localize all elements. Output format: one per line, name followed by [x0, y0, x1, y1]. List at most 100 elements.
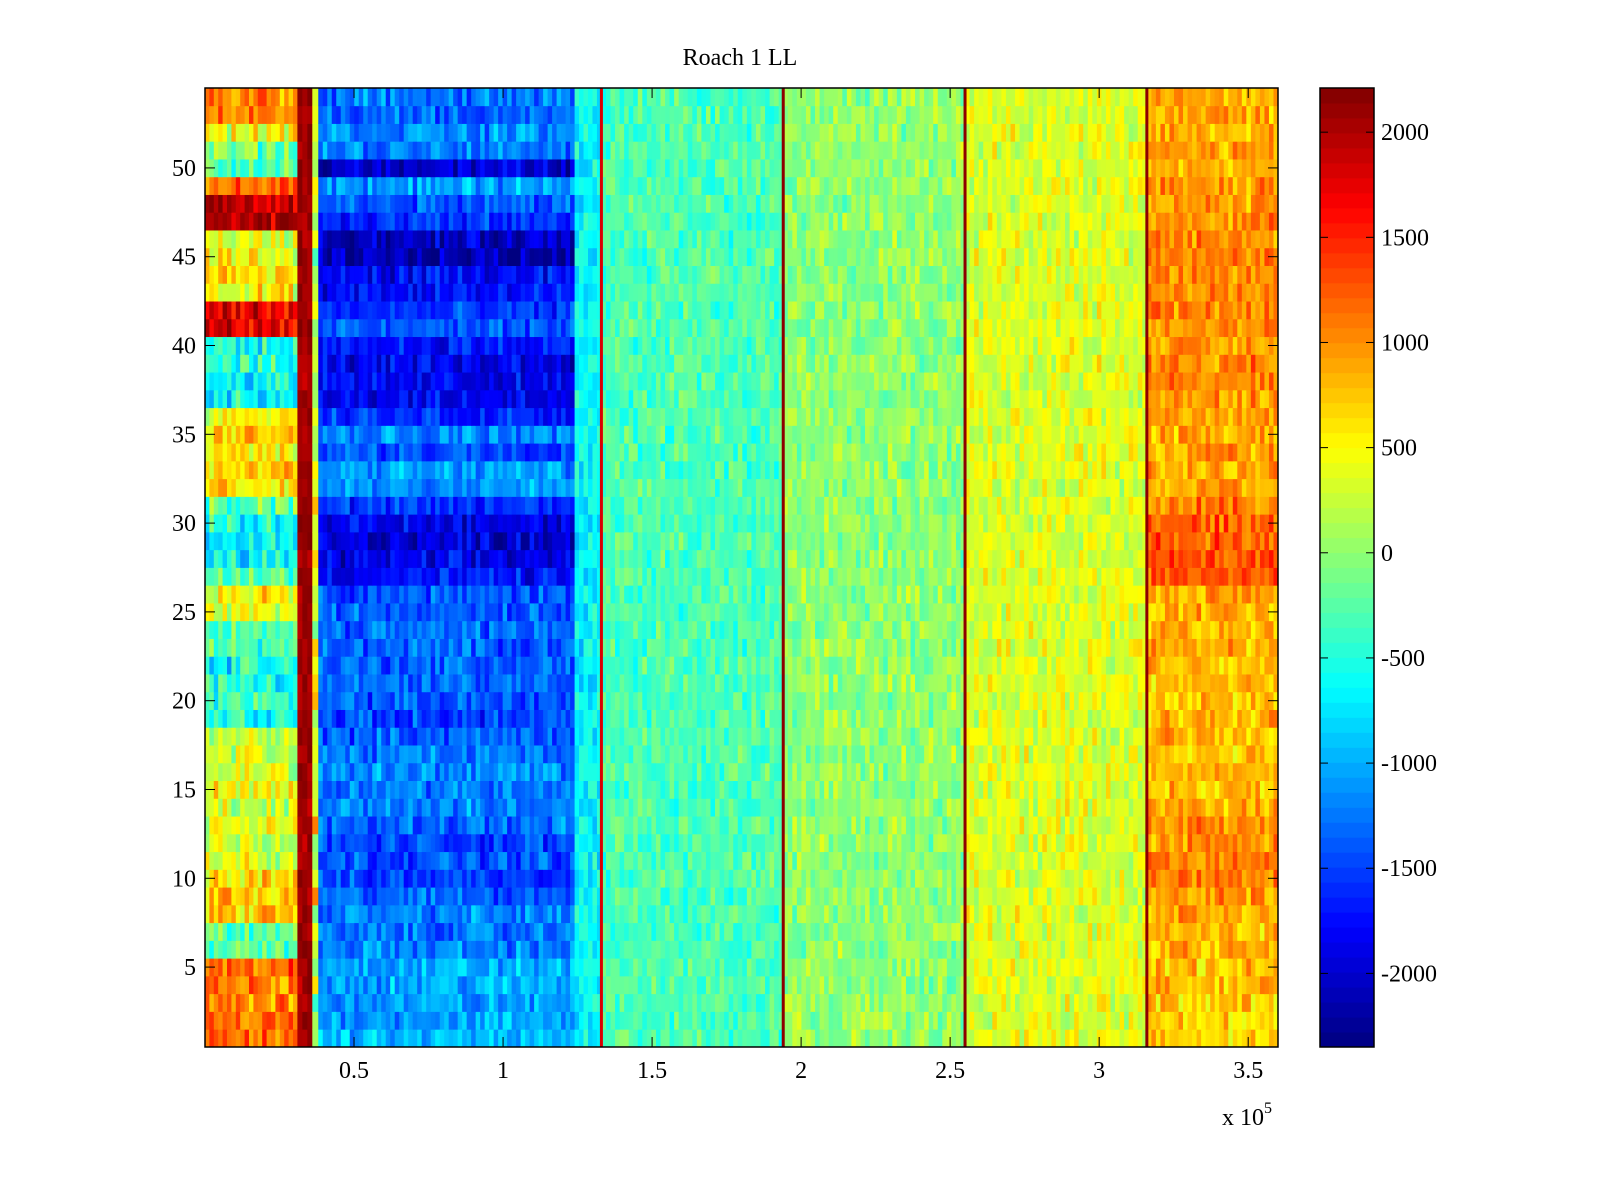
heatmap-cell	[651, 975, 657, 995]
heatmap-cell	[390, 869, 396, 888]
heatmap-cell	[367, 958, 373, 977]
heatmap-cell	[489, 478, 495, 497]
heatmap-cell	[235, 567, 241, 586]
heatmap-cell	[227, 656, 232, 675]
heatmap-cell	[439, 833, 445, 853]
heatmap-cell	[222, 691, 228, 710]
heatmap-cell	[345, 354, 351, 373]
heatmap-cell	[253, 727, 259, 746]
heatmap-cell	[345, 780, 351, 799]
heatmap-cell	[345, 407, 351, 426]
heatmap-cell	[312, 816, 319, 835]
heatmap-cell	[218, 638, 223, 657]
heatmap-cell	[565, 443, 571, 462]
heatmap-cell	[209, 460, 215, 480]
heatmap-cell	[484, 975, 490, 995]
heatmap-cell	[529, 141, 535, 160]
heatmap-cell	[728, 940, 734, 959]
heatmap-cell	[253, 318, 259, 338]
heatmap-cell	[213, 674, 219, 693]
heatmap-cell	[489, 585, 495, 604]
heatmap-cell	[516, 620, 522, 639]
heatmap-cell	[511, 940, 517, 959]
heatmap-cell	[511, 194, 517, 213]
heatmap-cell	[507, 745, 513, 764]
heatmap-cell	[222, 940, 228, 959]
heatmap-cell	[367, 389, 373, 409]
heatmap-cell	[534, 514, 540, 533]
heatmap-cell	[665, 993, 670, 1012]
heatmap-cell	[367, 549, 373, 568]
heatmap-cell	[421, 887, 427, 906]
heatmap-cell	[448, 265, 454, 284]
heatmap-cell	[561, 993, 566, 1012]
heatmap-cell	[561, 922, 566, 941]
heatmap-cell	[349, 833, 355, 853]
heatmap-cell	[244, 940, 250, 959]
heatmap-cell	[390, 762, 396, 782]
heatmap-cell	[502, 318, 508, 338]
heatmap-cell	[674, 958, 680, 977]
heatmap-cell	[516, 265, 522, 284]
heatmap-cell	[579, 212, 584, 231]
heatmap-cell	[288, 975, 294, 995]
heatmap-cell	[574, 922, 580, 941]
heatmap-cell	[412, 638, 418, 657]
heatmap-cell	[471, 407, 477, 426]
heatmap-cell	[363, 123, 369, 142]
heatmap-cell	[327, 887, 333, 906]
heatmap-cell	[561, 816, 566, 835]
heatmap-cell	[462, 762, 468, 782]
heatmap-cell	[561, 407, 566, 426]
heatmap-cell	[293, 159, 298, 178]
heatmap-cell	[430, 851, 436, 870]
heatmap-cell	[592, 940, 598, 959]
heatmap-cell	[367, 1011, 373, 1030]
heatmap-cell	[367, 833, 373, 853]
heatmap-cell	[435, 585, 441, 604]
heatmap-cell	[453, 141, 459, 160]
heatmap-cell	[552, 993, 557, 1012]
heatmap-cell	[755, 958, 761, 977]
heatmap-cell	[570, 620, 575, 639]
heatmap-cell	[318, 975, 324, 995]
heatmap-cell	[480, 176, 486, 195]
heatmap-cell	[543, 798, 549, 817]
heatmap-cell	[340, 709, 346, 728]
heatmap-cell	[556, 407, 562, 426]
heatmap-cell	[336, 762, 342, 782]
heatmap-cell	[244, 372, 250, 391]
heatmap-cell	[412, 780, 418, 799]
heatmap-cell	[262, 727, 267, 746]
heatmap-cell	[284, 123, 289, 142]
heatmap-cell	[367, 780, 373, 799]
heatmap-cell	[592, 212, 598, 231]
heatmap-cell	[372, 460, 378, 480]
heatmap-cell	[525, 549, 531, 568]
heatmap-cell	[331, 443, 337, 462]
heatmap-cell	[240, 904, 245, 924]
heatmap-cell	[218, 745, 223, 764]
heatmap-cell	[312, 603, 319, 622]
heatmap-cell	[471, 674, 477, 693]
heatmap-cell	[367, 372, 373, 391]
heatmap-cell	[275, 620, 281, 639]
heatmap-cell	[457, 727, 463, 746]
heatmap-cell	[257, 389, 263, 409]
heatmap-cell	[213, 407, 219, 426]
heatmap-cell	[408, 816, 414, 835]
heatmap-cell	[412, 212, 418, 231]
heatmap-cell	[302, 283, 308, 302]
heatmap-cell	[507, 585, 513, 604]
heatmap-cell	[439, 159, 445, 178]
heatmap-cell	[547, 159, 553, 178]
heatmap-cell	[227, 958, 232, 977]
heatmap-cell	[358, 958, 364, 977]
heatmap-cell	[543, 443, 549, 462]
heatmap-cell	[322, 727, 328, 746]
heatmap-cell	[592, 176, 598, 195]
heatmap-cell	[565, 709, 571, 728]
heatmap-cell	[511, 301, 517, 320]
heatmap-cell	[588, 105, 593, 124]
heatmap-cell	[349, 301, 355, 320]
